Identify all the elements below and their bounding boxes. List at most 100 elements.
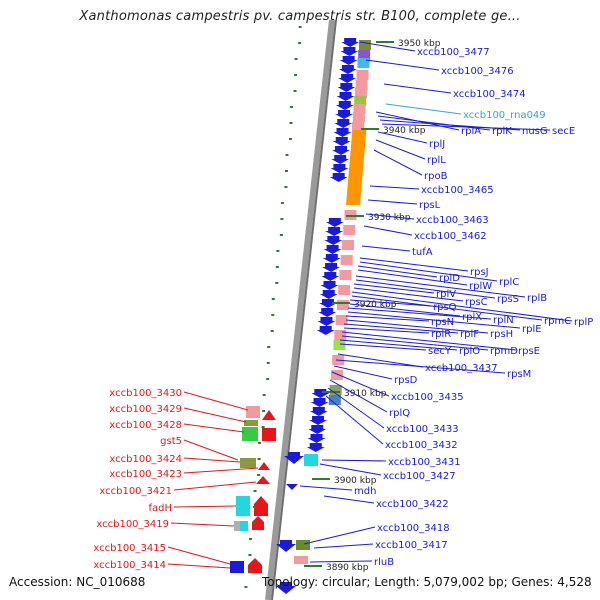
- gc-dot: [253, 506, 257, 508]
- connector-line: [345, 319, 489, 334]
- gc-dot: [284, 186, 288, 188]
- gene-label-rplN: rplN: [493, 315, 514, 326]
- gc-dot: [266, 378, 270, 380]
- forward-gene-arrow: [330, 164, 349, 173]
- gene-fadh-rev: [254, 496, 268, 516]
- gene-block: [353, 104, 366, 114]
- gc-dot: [289, 122, 293, 124]
- gene-label-rplJ: rplJ: [429, 139, 445, 150]
- connector-line: [347, 311, 521, 329]
- gc-dot: [290, 106, 294, 108]
- connector-line: [369, 185, 420, 190]
- rpob-block: [345, 130, 367, 205]
- gene-label-rpsN: rpsN: [431, 317, 454, 328]
- gene-label-rluB: rluB: [374, 557, 394, 568]
- connector-line: [325, 395, 384, 445]
- connector-line: [345, 315, 430, 322]
- gene-label-nusG: nusG: [522, 126, 548, 137]
- gc-dot: [257, 474, 261, 476]
- gene-label-rplV: rplV: [436, 289, 456, 300]
- gene-label-gst5: gst5: [160, 436, 182, 447]
- gc-dot: [275, 282, 279, 284]
- gene-3418-rev: [252, 516, 264, 530]
- gene-label-xccb100_3427: xccb100_3427: [383, 471, 456, 482]
- gene-block: [339, 270, 352, 280]
- gene-block: [355, 80, 368, 90]
- gene-label-xccb100_3421: xccb100_3421: [99, 486, 172, 497]
- forward-gene-arrow: [322, 263, 341, 272]
- connector-line: [309, 560, 373, 563]
- forward-gene-arrow: [316, 326, 335, 335]
- gc-dot: [253, 490, 257, 492]
- connector-line: [361, 245, 411, 252]
- connector-line: [351, 291, 573, 322]
- forward-gene-arrow: [339, 56, 358, 65]
- gene-3419a: [234, 521, 240, 531]
- gene-bottom: [276, 582, 296, 594]
- connector-line: [367, 199, 418, 205]
- gc-dot: [294, 58, 298, 60]
- connector-line: [359, 261, 498, 282]
- gene-block: [329, 385, 342, 395]
- forward-gene-arrow: [336, 92, 355, 101]
- connector-line: [339, 339, 458, 351]
- gc-dot: [284, 170, 288, 172]
- connector-line: [167, 546, 231, 565]
- scale-tick-label: 3950 kbp: [398, 39, 441, 49]
- forward-gene-arrow: [307, 434, 326, 443]
- gc-dot: [248, 538, 252, 540]
- gene-3424: [240, 458, 256, 468]
- connector-line: [353, 287, 464, 302]
- connector-line: [319, 463, 382, 476]
- connector-line: [339, 343, 427, 351]
- gene-block: [359, 40, 371, 50]
- connector-line: [373, 149, 423, 176]
- gc-dot: [262, 394, 266, 396]
- gc-dot: [298, 42, 302, 44]
- connector-line: [183, 467, 259, 474]
- gene-block: [342, 240, 354, 250]
- gene-label-xccb100_3417: xccb100_3417: [375, 540, 448, 551]
- gene-block: [336, 300, 349, 310]
- gene-label-xccb100_3415: xccb100_3415: [93, 543, 166, 554]
- gc-dot: [288, 138, 292, 140]
- forward-gene-arrow: [317, 317, 336, 326]
- gc-dot: [271, 314, 275, 316]
- forward-gene-arrow: [331, 146, 350, 155]
- forward-gene-arrow: [325, 227, 344, 236]
- connector-line: [385, 103, 462, 115]
- connector-line: [383, 83, 452, 94]
- forward-gene-arrow: [338, 74, 357, 83]
- connector-line: [183, 423, 245, 433]
- gene-block: [352, 122, 365, 132]
- gc-dot: [267, 346, 271, 348]
- gene-label-xccb100_3465: xccb100_3465: [421, 185, 494, 196]
- gene-label-rpsD: rpsD: [394, 375, 418, 386]
- gene-label-xccb100_3419: xccb100_3419: [96, 519, 169, 530]
- gene-label-rpsH: rpsH: [490, 329, 513, 340]
- gene-block: [343, 225, 356, 235]
- forward-gene-arrow: [319, 290, 338, 299]
- gene-fadh: [236, 496, 250, 516]
- connector-line: [359, 257, 469, 272]
- scale-tick-label: 3930 kbp: [368, 213, 411, 223]
- gc-dot: [294, 74, 298, 76]
- connector-line: [333, 365, 393, 380]
- connector-line: [365, 59, 440, 71]
- gene-reverse: [262, 428, 276, 441]
- gene-3423: [258, 462, 270, 470]
- connector-line: [313, 543, 374, 549]
- connector-line: [349, 303, 461, 317]
- gene-label-rpmC: rpmC: [544, 316, 571, 327]
- gene-label-rpsM: rpsM: [507, 369, 531, 380]
- connector-line: [167, 563, 231, 569]
- scale-tick-label: 3910 kbp: [344, 389, 387, 399]
- gene-label-rplO: rplO: [459, 346, 480, 357]
- gene-label-xccb100_3433: xccb100_3433: [386, 424, 459, 435]
- connector-line: [355, 275, 526, 298]
- gene-label-secY: secY: [428, 346, 452, 357]
- connector-line: [343, 327, 430, 334]
- gene-label-xccb100_3474: xccb100_3474: [453, 89, 526, 100]
- gene-label-xccb100_3431: xccb100_3431: [388, 457, 461, 468]
